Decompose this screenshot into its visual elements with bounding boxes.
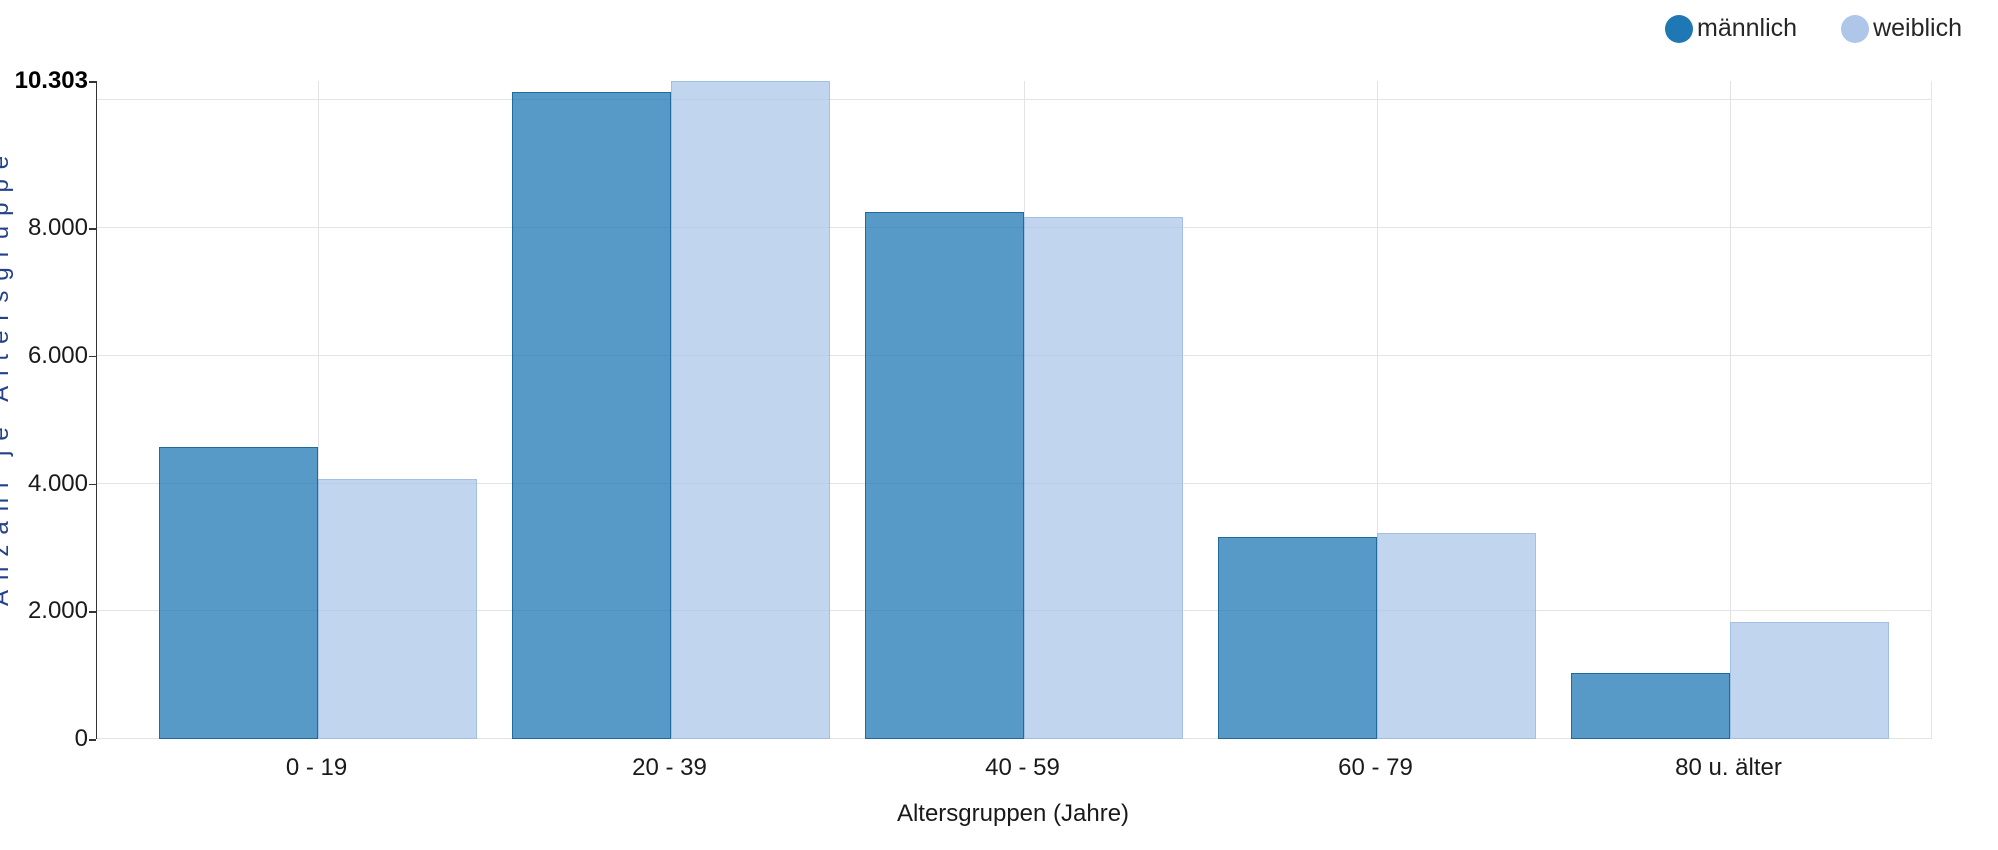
y-tick-label-4000: 4.000 <box>27 469 88 497</box>
gridline-v-0-19 <box>317 81 319 739</box>
y-tick-mark-4000 <box>89 483 96 486</box>
bar-group-40-59 <box>864 212 1183 739</box>
gridline-v-80-u-aelter <box>1729 81 1731 739</box>
bar-group-80-u-aelter <box>1570 621 1889 739</box>
bar-group-0-19 <box>158 447 477 739</box>
x-tick-label-80-u-aelter: 80 u. älter <box>1675 754 1782 781</box>
x-tick-label-40-59: 40 - 59 <box>985 754 1060 781</box>
bar-weiblich-60-79[interactable] <box>1376 533 1536 739</box>
y-tick-mark-10303 <box>89 81 96 83</box>
legend-label-maennlich: männlich <box>1697 14 1798 42</box>
bar-maennlich-40-59[interactable] <box>864 212 1024 739</box>
bar-maennlich-60-79[interactable] <box>1217 537 1377 739</box>
legend-swatch-maennlich-icon <box>1665 14 1693 43</box>
bar-weiblich-40-59[interactable] <box>1023 217 1183 739</box>
bar-weiblich-80-u-aelter[interactable] <box>1729 621 1889 739</box>
legend: männlich weiblich <box>1665 14 1962 43</box>
y-tick-label-6000: 6.000 <box>27 341 88 369</box>
gridline-h-10000 <box>97 99 1931 101</box>
bar-group-60-79 <box>1217 533 1536 739</box>
legend-item-weiblich[interactable]: weiblich <box>1841 14 1962 43</box>
x-tick-label-20-39: 20 - 39 <box>632 754 707 781</box>
gridline-v-60-79 <box>1376 81 1378 739</box>
bar-maennlich-0-19[interactable] <box>158 447 318 739</box>
y-tick-mark-2000 <box>89 611 96 613</box>
y-tick-mark-0 <box>89 739 96 741</box>
y-tick-label-10303: 10.303 <box>14 67 88 94</box>
y-tick-label-2000: 2.000 <box>27 597 88 625</box>
x-tick-label-60-79: 60 - 79 <box>1338 754 1413 781</box>
bar-weiblich-20-39[interactable] <box>670 81 830 739</box>
bar-maennlich-20-39[interactable] <box>511 92 671 739</box>
y-tick-mark-6000 <box>89 355 96 358</box>
legend-item-maennlich[interactable]: männlich <box>1665 14 1797 43</box>
plot-area <box>96 81 1932 739</box>
bar-maennlich-80-u-aelter[interactable] <box>1570 673 1730 739</box>
x-axis-title: Altersgruppen (Jahre) <box>896 800 1130 827</box>
x-tick-label-0-19: 0 - 19 <box>285 754 348 781</box>
bar-weiblich-0-19[interactable] <box>317 479 477 739</box>
legend-swatch-weiblich-icon <box>1841 14 1870 43</box>
bar-group-20-39 <box>511 81 830 739</box>
y-tick-mark-8000 <box>89 228 96 230</box>
y-tick-label-0: 0 <box>74 725 88 752</box>
y-tick-label-8000: 8.000 <box>27 214 88 242</box>
legend-label-weiblich: weiblich <box>1873 14 1962 42</box>
